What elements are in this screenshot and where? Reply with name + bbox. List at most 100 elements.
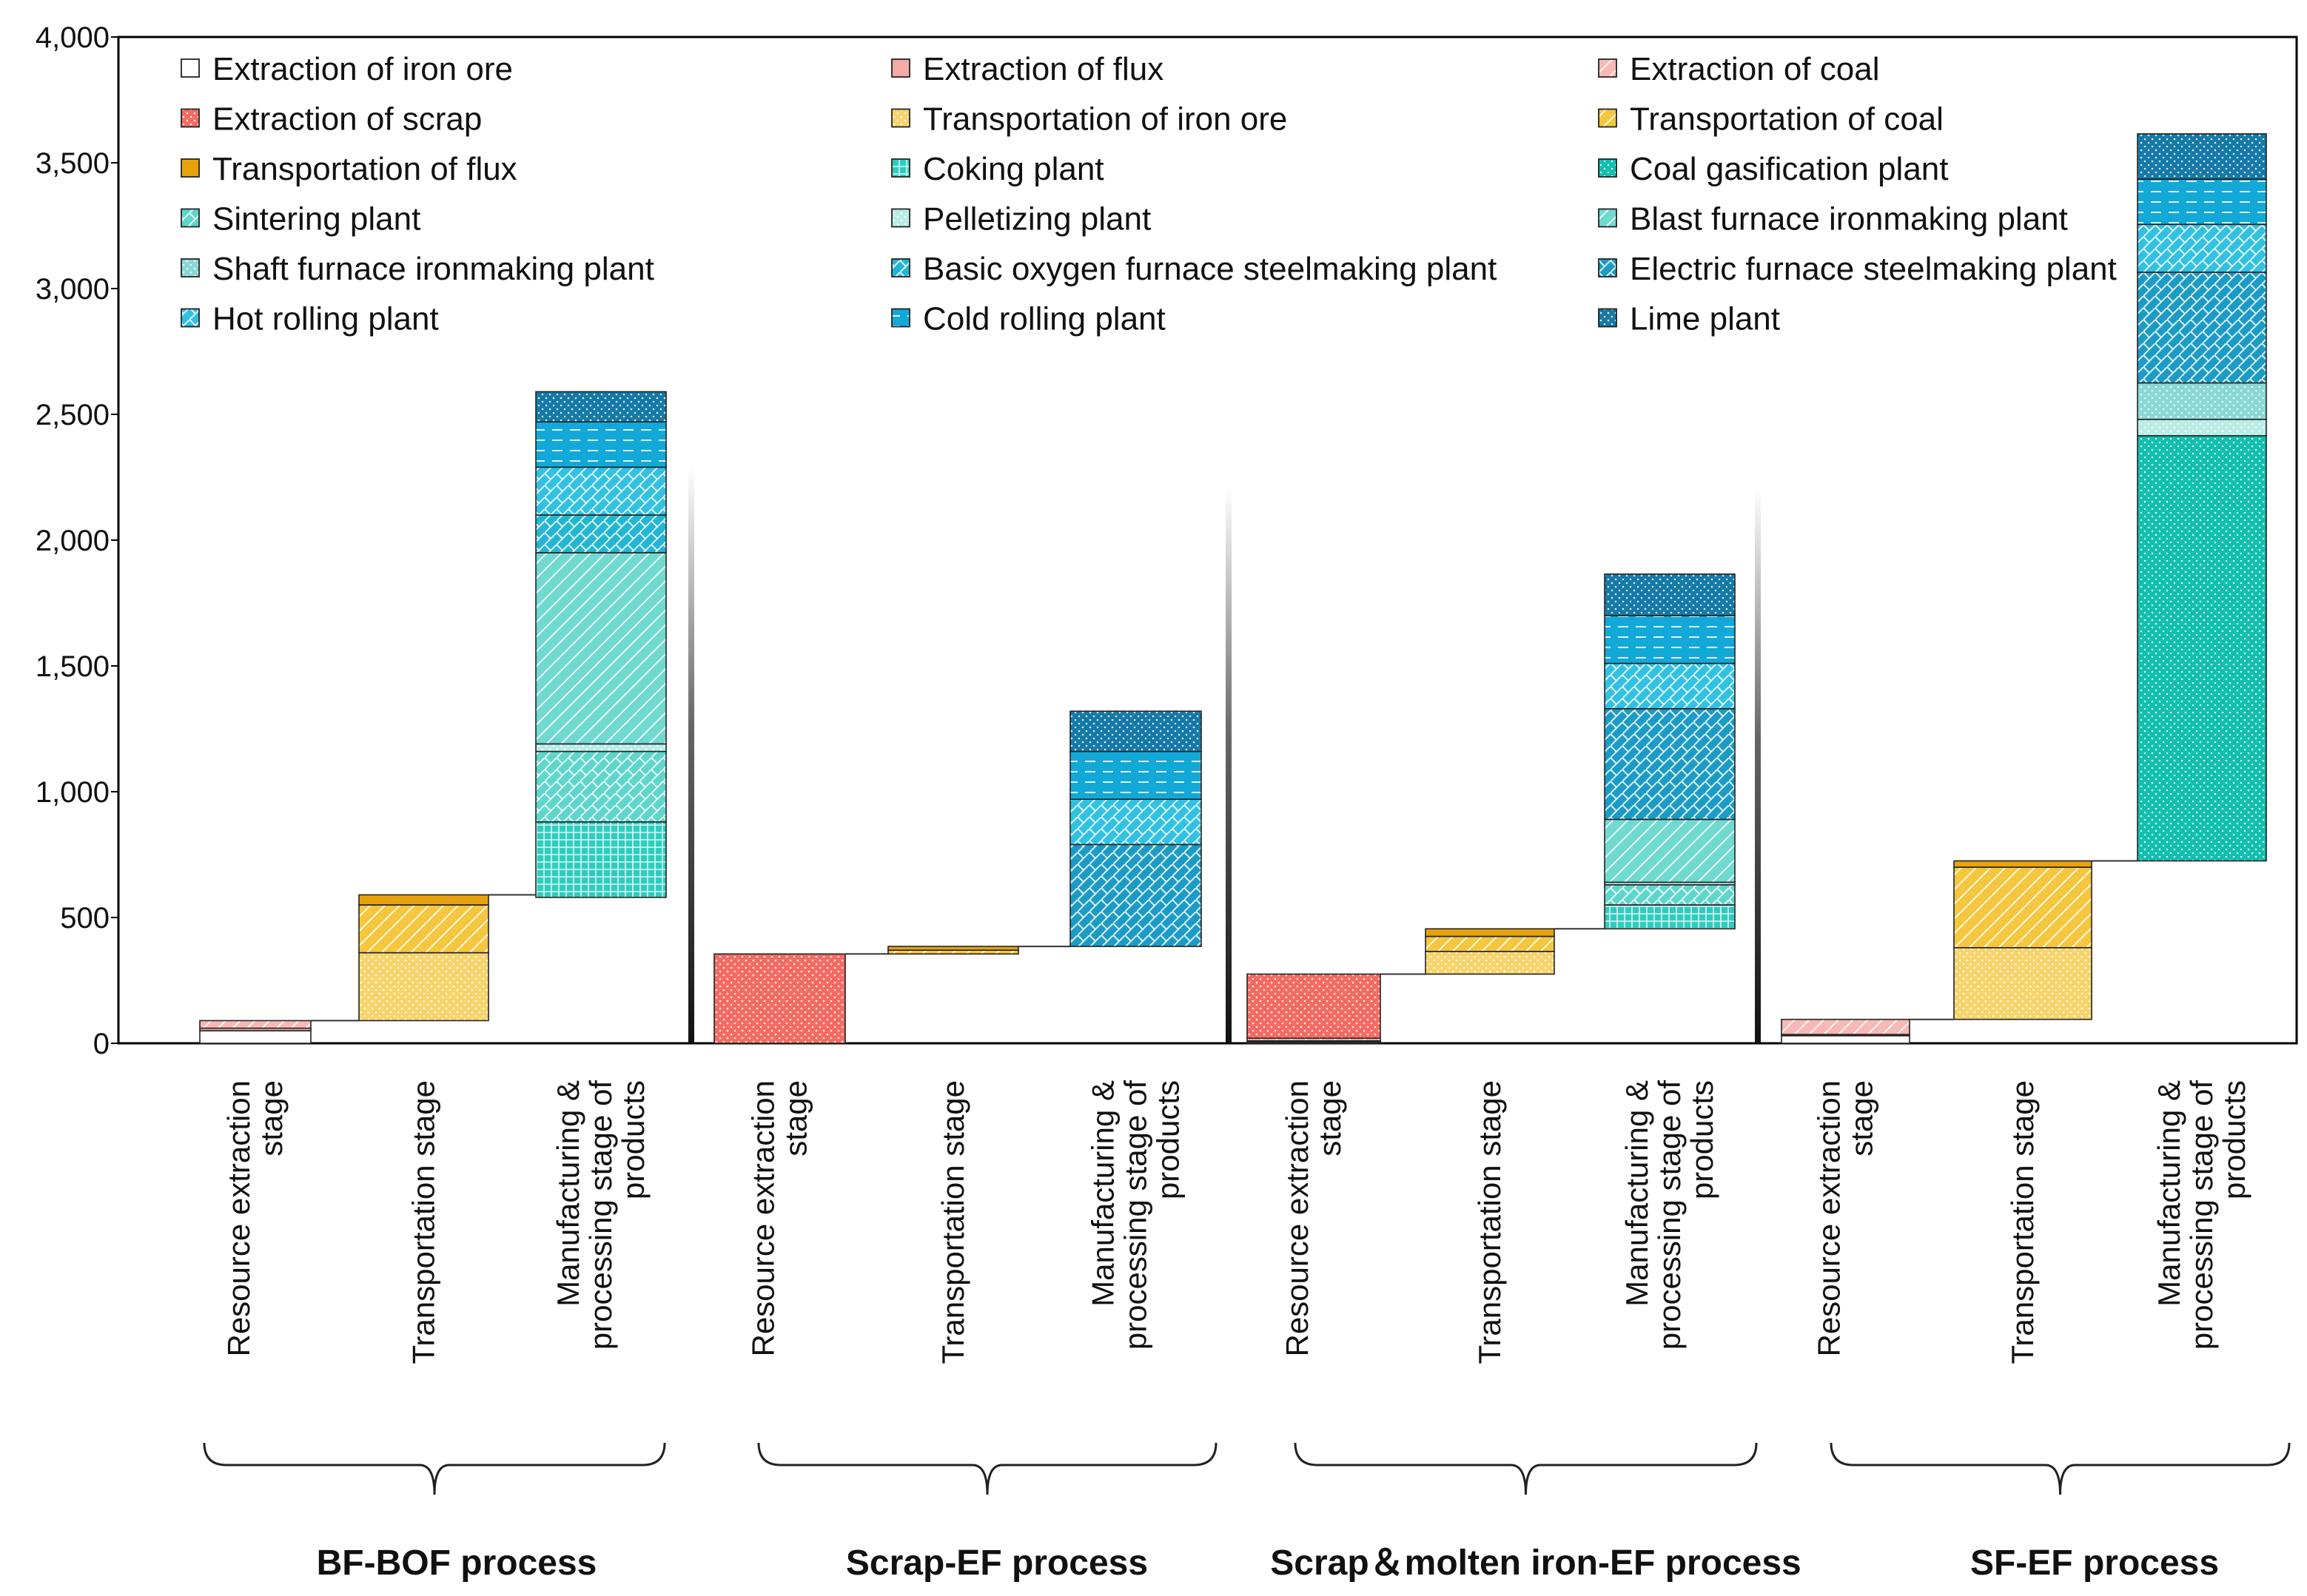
legend-label-transportation-of-flux: Transportation of flux bbox=[212, 151, 517, 187]
x-stage-label: products bbox=[616, 1080, 651, 1199]
legend-swatch-coal-gasification-plant bbox=[1598, 158, 1617, 178]
x-stage-label: processing stage of bbox=[1652, 1080, 1687, 1350]
bar-segment-cold-rolling-plant bbox=[1604, 615, 1736, 664]
group-brace bbox=[203, 1442, 666, 1495]
legend-swatch-transportation-of-flux bbox=[181, 158, 200, 178]
bar-segment-lime-plant bbox=[1069, 710, 1202, 752]
bar-segment-electric-furnace-steelmaking-plant bbox=[1069, 844, 1202, 947]
legend-label-hot-rolling-plant: Hot rolling plant bbox=[212, 301, 439, 337]
bar-segment-extraction-of-coal bbox=[199, 1020, 312, 1029]
legend-label-coal-gasification-plant: Coal gasification plant bbox=[1630, 151, 1948, 187]
bar-segment-shaft-furnace-ironmaking-plant bbox=[2137, 382, 2267, 420]
legend-label-lime-plant: Lime plant bbox=[1630, 301, 1780, 337]
bar-segment-coal-gasification-plant bbox=[2137, 435, 2267, 862]
bar-segment-transportation-of-flux bbox=[887, 946, 1019, 951]
y-tick-label: 1,000 bbox=[36, 776, 110, 809]
legend-swatch-cold-rolling-plant bbox=[891, 308, 910, 328]
x-stage-label: Manufacturing & bbox=[551, 1080, 585, 1307]
x-stage-label: stage bbox=[1312, 1080, 1347, 1156]
bar-segment-sintering-plant bbox=[535, 750, 667, 823]
legend-label-extraction-of-flux: Extraction of flux bbox=[923, 51, 1163, 87]
bar-segment-hot-rolling-plant bbox=[535, 466, 667, 516]
legend-swatch-extraction-of-coal bbox=[1598, 58, 1617, 78]
legend-swatch-lime-plant bbox=[1598, 308, 1617, 328]
group-separator bbox=[1755, 488, 1761, 1043]
x-stage-label: processing stage of bbox=[2184, 1080, 2219, 1350]
x-stage-label: Resource extraction bbox=[221, 1080, 256, 1357]
legend-swatch-basic-oxygen-furnace-steelmaking-plant bbox=[891, 258, 910, 277]
x-stage-label: products bbox=[1685, 1080, 1719, 1199]
bar-segment-electric-furnace-steelmaking-plant bbox=[1604, 707, 1736, 821]
x-stage-label: Transportation stage bbox=[936, 1080, 970, 1364]
legend-swatch-transportation-of-iron-ore bbox=[891, 108, 910, 128]
bar-segment-coking-plant bbox=[1604, 904, 1736, 930]
bar-segment-extraction-of-coal bbox=[1781, 1018, 1910, 1035]
legend-swatch-extraction-of-scrap bbox=[181, 108, 200, 128]
bar-segment-cold-rolling-plant bbox=[1069, 750, 1202, 800]
group-separator bbox=[1226, 488, 1232, 1043]
bar-segment-extraction-of-scrap bbox=[713, 953, 846, 1044]
x-stage-label: stage bbox=[1844, 1080, 1879, 1156]
y-tick-label: 3,000 bbox=[36, 273, 110, 306]
legend-label-extraction-of-iron-ore: Extraction of iron ore bbox=[212, 51, 513, 87]
x-stage-label: Manufacturing & bbox=[1086, 1080, 1121, 1307]
x-stage-label: stage bbox=[779, 1080, 813, 1156]
legend-swatch-sintering-plant bbox=[181, 208, 200, 228]
x-stage-label: Resource extraction bbox=[1812, 1080, 1847, 1357]
legend-label-electric-furnace-steelmaking-plant: Electric furnace steelmaking plant bbox=[1630, 251, 2117, 287]
y-tick-label: 0 bbox=[93, 1028, 110, 1060]
legend-label-blast-furnace-ironmaking-plant: Blast furnace ironmaking plant bbox=[1630, 201, 2068, 238]
legend-swatch-extraction-of-flux bbox=[891, 58, 910, 78]
legend-swatch-pelletizing-plant bbox=[891, 208, 910, 228]
bar-segment-transportation-of-flux bbox=[1953, 860, 2092, 868]
bar-segment-coking-plant bbox=[535, 821, 667, 898]
bar-segment-lime-plant bbox=[2137, 133, 2267, 180]
bar-segment-extraction-of-scrap bbox=[1246, 973, 1381, 1039]
group-label: SF-EF process bbox=[1970, 1543, 2219, 1583]
legend-swatch-shaft-furnace-ironmaking-plant bbox=[181, 258, 200, 277]
bar-segment-basic-oxygen-furnace-steelmaking-plant bbox=[535, 514, 667, 553]
legend-label-extraction-of-scrap: Extraction of scrap bbox=[212, 101, 482, 138]
bar-segment-transportation-of-coal bbox=[358, 904, 489, 954]
bar-segment-cold-rolling-plant bbox=[2137, 178, 2267, 226]
x-stage-label: products bbox=[2217, 1080, 2251, 1199]
bar-segment-blast-furnace-ironmaking-plant bbox=[1604, 818, 1736, 883]
bar-segment-electric-furnace-steelmaking-plant bbox=[2137, 272, 2267, 384]
bar-segment-lime-plant bbox=[535, 391, 667, 423]
group-brace bbox=[1830, 1442, 2291, 1495]
bar-segment-sintering-plant bbox=[1604, 884, 1736, 906]
group-brace bbox=[757, 1442, 1218, 1495]
legend-label-transportation-of-iron-ore: Transportation of iron ore bbox=[923, 101, 1287, 138]
bar-segment-pelletizing-plant bbox=[2137, 418, 2267, 437]
x-stage-label: Transportation stage bbox=[1472, 1080, 1507, 1364]
bar-segment-blast-furnace-ironmaking-plant bbox=[535, 552, 667, 745]
bar-segment-transportation-of-iron-ore bbox=[358, 952, 489, 1022]
x-stage-label: Transportation stage bbox=[2005, 1080, 2040, 1364]
x-stage-label: stage bbox=[254, 1080, 289, 1156]
bar-segment-transportation-of-coal bbox=[1953, 866, 2092, 949]
y-tick-label: 2,500 bbox=[36, 399, 110, 431]
x-stage-label: processing stage of bbox=[1118, 1080, 1153, 1350]
group-label: Scrap＆molten iron-EF process bbox=[1270, 1543, 1801, 1583]
legend-swatch-coking-plant bbox=[891, 158, 910, 178]
bar-segment-hot-rolling-plant bbox=[1069, 798, 1202, 846]
bar-segment-hot-rolling-plant bbox=[2137, 223, 2267, 273]
legend-label-basic-oxygen-furnace-steelmaking-plant: Basic oxygen furnace steelmaking plant bbox=[923, 251, 1497, 287]
x-stage-label: processing stage of bbox=[583, 1080, 618, 1350]
bar-segment-lime-plant bbox=[1604, 573, 1736, 616]
legend-label-transportation-of-coal: Transportation of coal bbox=[1630, 101, 1944, 138]
legend-swatch-extraction-of-iron-ore bbox=[181, 58, 200, 78]
bar-segment-transportation-of-iron-ore bbox=[1953, 947, 2092, 1020]
y-tick-label: 4,000 bbox=[36, 21, 110, 54]
legend-swatch-electric-furnace-steelmaking-plant bbox=[1598, 258, 1617, 277]
legend-swatch-blast-furnace-ironmaking-plant bbox=[1598, 208, 1617, 228]
legend-label-extraction-of-coal: Extraction of coal bbox=[1630, 51, 1880, 87]
legend-label-coking-plant: Coking plant bbox=[923, 151, 1104, 187]
bar-segment-hot-rolling-plant bbox=[1604, 662, 1736, 710]
legend-label-pelletizing-plant: Pelletizing plant bbox=[923, 201, 1151, 238]
legend-label-cold-rolling-plant: Cold rolling plant bbox=[923, 301, 1166, 337]
y-tick-label: 3,500 bbox=[36, 147, 110, 180]
group-separator bbox=[688, 466, 694, 1043]
bar-segment-transportation-of-coal bbox=[1425, 935, 1555, 952]
